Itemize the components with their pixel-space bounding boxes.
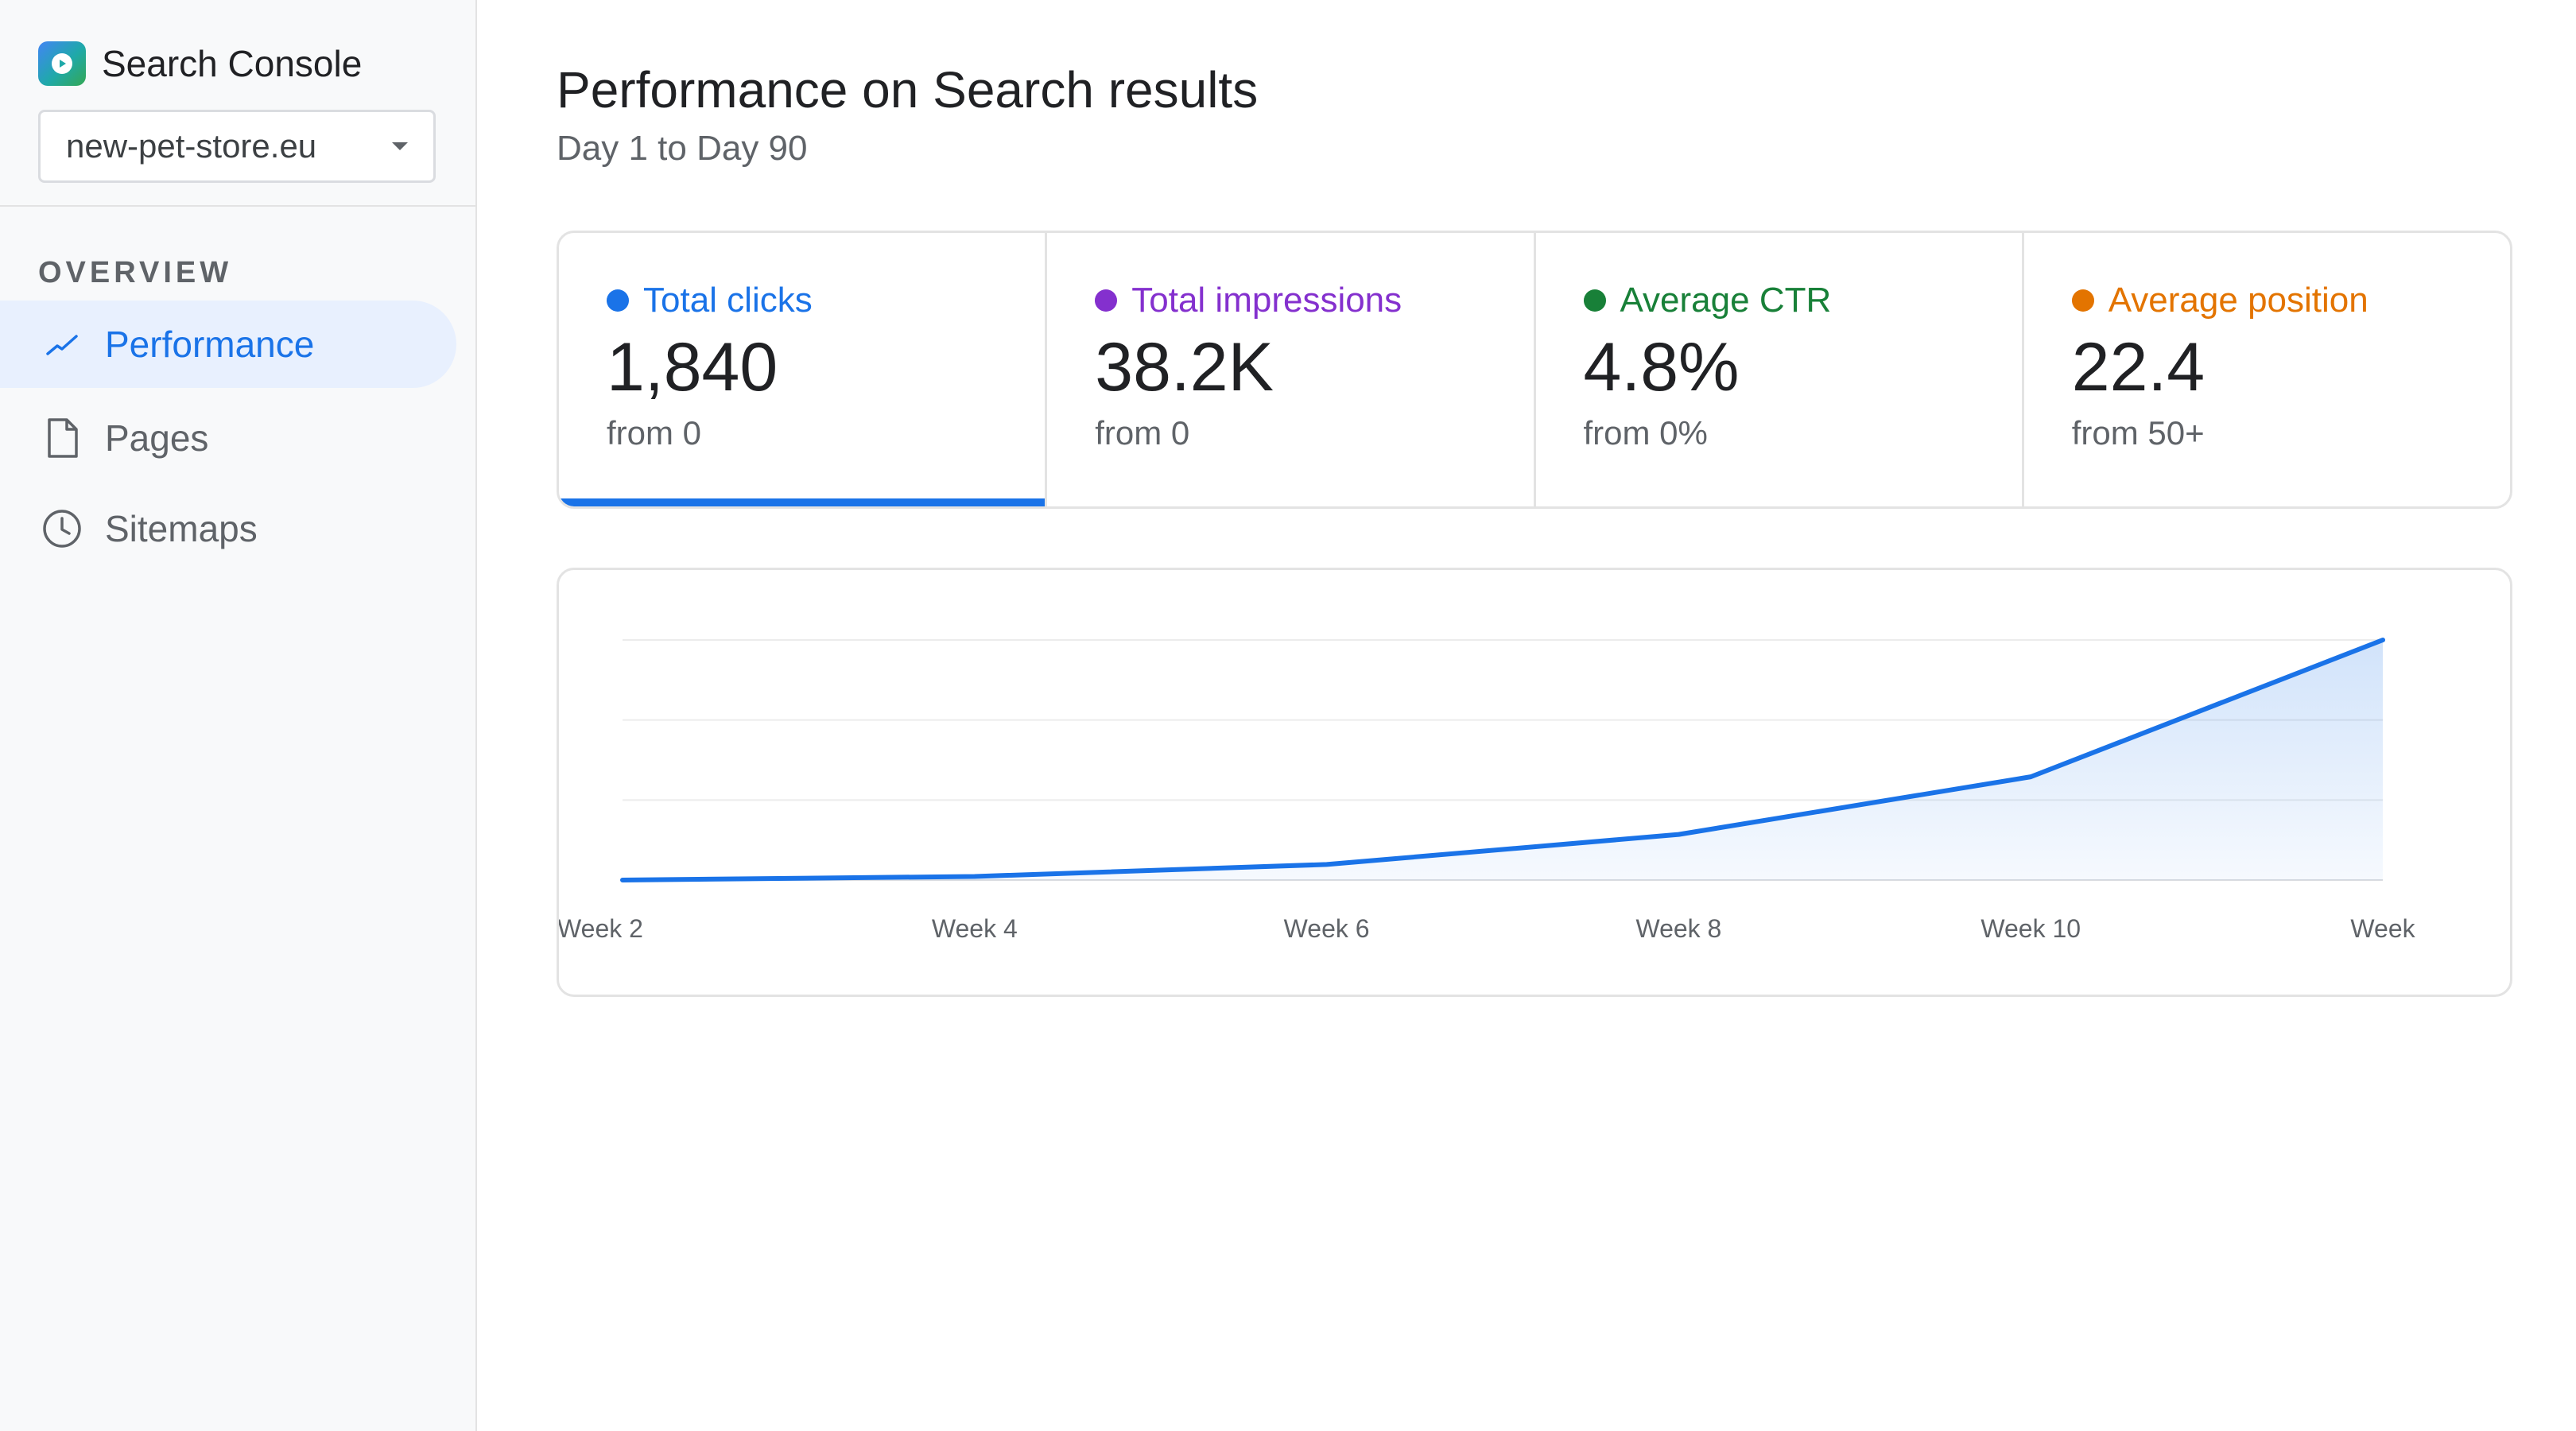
metric-label: Total impressions — [1131, 281, 1402, 320]
metric-comparison: from 50+ — [2071, 414, 2205, 452]
metric-cards: Total clicks 1,840 from 0 Total impressi… — [557, 231, 2512, 509]
metric-value: 22.4 — [2071, 329, 2206, 405]
metric-color-dot — [607, 289, 629, 312]
performance-chart: Week 2 Week 4 Week 6 Week 8 Week 10 Week — [559, 638, 2416, 943]
metric-color-dot — [1095, 289, 1118, 312]
chart-x-tick-label: Week 10 — [1980, 914, 2081, 943]
metric-value: 4.8% — [1583, 329, 1740, 405]
metric-comparison: from 0 — [607, 414, 702, 452]
metric-header: Total impressions — [1095, 281, 1533, 320]
chart-x-tick-label: Week 2 — [559, 914, 643, 943]
metric-card-average-position[interactable]: Average position 22.4 from 50+ — [2021, 233, 2510, 506]
chart-series-line — [620, 638, 2385, 882]
metric-color-dot — [2071, 289, 2094, 312]
metric-card-average-ctr[interactable]: Average CTR 4.8% from 0% — [1533, 233, 2022, 506]
sidebar-item-sitemaps[interactable]: Sitemaps — [0, 485, 456, 572]
performance-chart-card: Week 2 Week 4 Week 6 Week 8 Week 10 Week — [557, 568, 2512, 997]
sidebar-item-label: Sitemaps — [105, 508, 258, 549]
clock-icon — [40, 506, 84, 551]
sidebar-item-label: Pages — [105, 417, 209, 459]
selected-indicator — [559, 498, 1046, 506]
sidebar-divider — [0, 205, 475, 207]
metric-header: Total clicks — [607, 281, 1045, 320]
metric-comparison: from 0 — [1095, 414, 1190, 452]
metric-header: Average position — [2071, 281, 2510, 320]
search-console-logo-icon — [38, 41, 86, 86]
sidebar-item-label: Performance — [105, 324, 315, 365]
dropdown-caret-icon — [392, 142, 408, 150]
sidebar-section-label: OVERVIEW — [38, 256, 233, 289]
brand[interactable]: Search Console — [38, 41, 362, 86]
property-selector[interactable]: new-pet-store.eu — [38, 110, 436, 183]
chart-x-tick-label: Week 8 — [1635, 914, 1721, 943]
chart-x-tick-label: Week — [2350, 914, 2415, 943]
trending-up-icon — [40, 322, 84, 366]
date-range: Day 1 to Day 90 — [557, 129, 808, 168]
sidebar: Search Console new-pet-store.eu OVERVIEW… — [0, 0, 477, 1431]
metric-label: Average position — [2108, 281, 2368, 320]
metric-card-total-impressions[interactable]: Total impressions 38.2K from 0 — [1045, 233, 1533, 506]
sidebar-item-performance[interactable]: Performance — [0, 301, 456, 388]
main-content: Performance on Search results Day 1 to D… — [477, 0, 2576, 1431]
app-title: Search Console — [102, 43, 363, 84]
metric-label: Average CTR — [1620, 281, 1832, 320]
chart-x-tick-label: Week 6 — [1284, 914, 1370, 943]
metric-color-dot — [1583, 289, 1606, 312]
chart-area-fill — [623, 640, 2383, 880]
metric-label: Total clicks — [643, 281, 813, 320]
sidebar-item-pages[interactable]: Pages — [0, 394, 456, 482]
metric-value: 38.2K — [1095, 329, 1274, 405]
metric-card-total-clicks[interactable]: Total clicks 1,840 from 0 — [559, 233, 1046, 506]
chart-x-tick-label: Week 4 — [932, 914, 1018, 943]
metric-value: 1,840 — [607, 329, 778, 405]
metric-comparison: from 0% — [1583, 414, 1708, 452]
metric-header: Average CTR — [1583, 281, 2022, 320]
page-icon — [40, 416, 84, 460]
page-title: Performance on Search results — [557, 61, 1259, 118]
property-selector-value: new-pet-store.eu — [66, 127, 317, 165]
